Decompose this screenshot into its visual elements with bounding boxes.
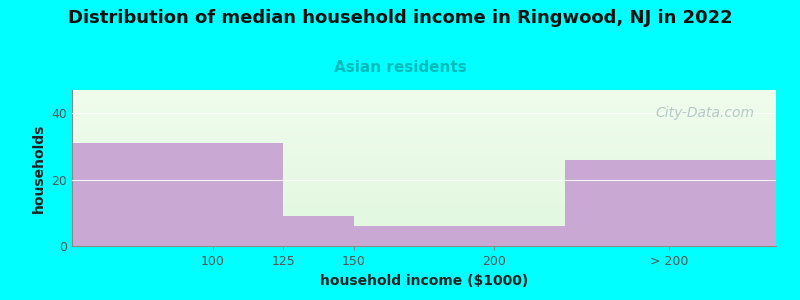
Text: City-Data.com: City-Data.com — [656, 106, 755, 120]
Y-axis label: households: households — [32, 123, 46, 213]
X-axis label: household income ($1000): household income ($1000) — [320, 274, 528, 288]
Text: Asian residents: Asian residents — [334, 60, 466, 75]
Bar — [72, 143, 283, 246]
Bar — [283, 216, 354, 246]
Bar — [565, 160, 776, 246]
Bar — [354, 226, 565, 246]
Text: Distribution of median household income in Ringwood, NJ in 2022: Distribution of median household income … — [68, 9, 732, 27]
